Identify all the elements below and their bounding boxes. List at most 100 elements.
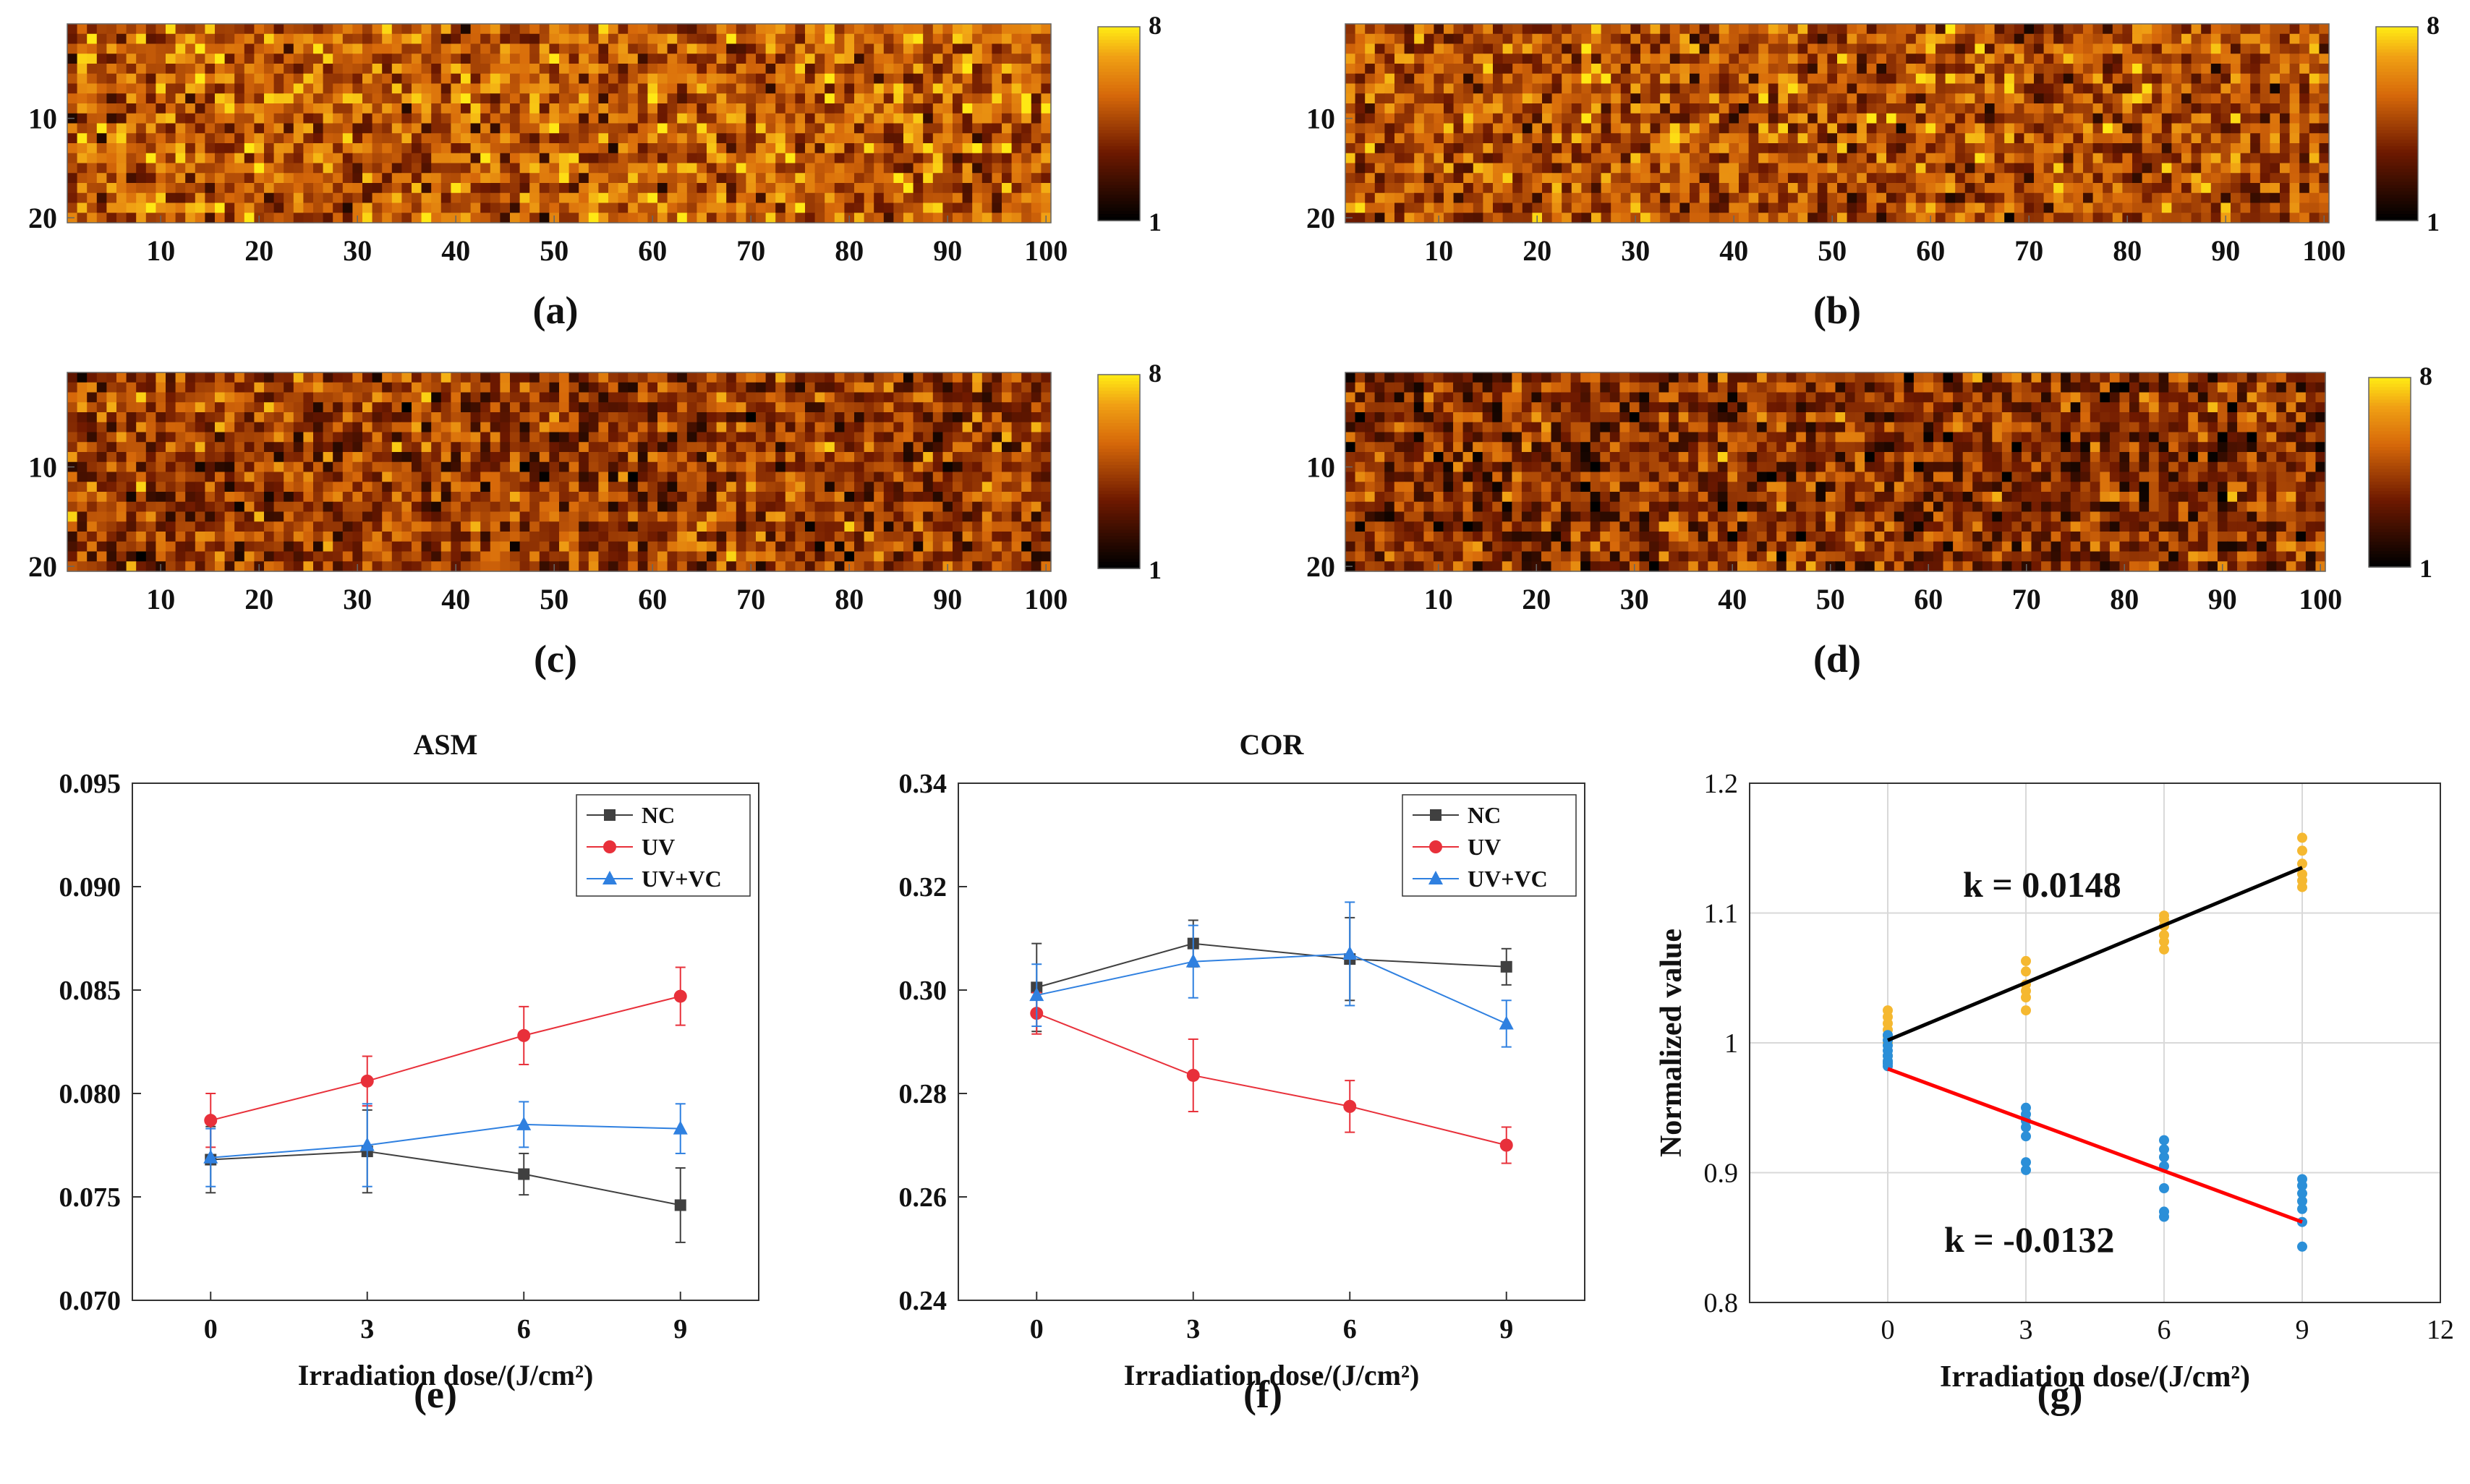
- heatmap-cell: [2004, 202, 2015, 213]
- heatmap-cell: [362, 412, 373, 423]
- heatmap-cell: [1502, 83, 1513, 94]
- heatmap-cell: [834, 422, 845, 433]
- heatmap-cell: [284, 24, 294, 35]
- heatmap-cell: [106, 163, 117, 174]
- heatmap-cell: [539, 54, 550, 64]
- heatmap-cell: [1739, 54, 1750, 64]
- heatmap-cell: [175, 202, 186, 213]
- colorbar-step: [1098, 91, 1140, 95]
- heatmap-cell: [1581, 64, 1592, 74]
- heatmap-cell: [470, 173, 481, 184]
- heatmap-cell: [942, 113, 953, 124]
- heatmap-cell: [1788, 43, 1799, 54]
- heatmap-cell: [1876, 73, 1887, 85]
- heatmap-cell: [1630, 153, 1641, 164]
- heatmap-cell: [981, 123, 992, 134]
- x-tick-label: 60: [638, 234, 667, 267]
- heatmap-cell: [1847, 83, 1857, 94]
- heatmap-cell: [273, 83, 284, 94]
- heatmap-cell: [1975, 24, 1985, 35]
- heatmap-cell: [215, 33, 226, 45]
- heatmap-cell: [303, 173, 314, 184]
- heatmap-cell: [736, 202, 746, 213]
- heatmap-cell: [342, 113, 353, 124]
- heatmap-cell: [1817, 83, 1828, 94]
- heatmap-cell: [864, 143, 874, 154]
- heatmap-cell: [667, 133, 678, 144]
- heatmap-cell: [953, 432, 963, 443]
- heatmap-cell: [116, 43, 127, 54]
- heatmap-cell: [716, 173, 727, 184]
- heatmap-cell: [470, 33, 481, 45]
- heatmap-cell: [697, 402, 707, 413]
- heatmap-cell: [972, 372, 983, 383]
- heatmap-cell: [2201, 73, 2212, 85]
- colorbar-step: [2376, 94, 2418, 99]
- heatmap-cell: [667, 163, 678, 174]
- heatmap-cell: [637, 392, 648, 403]
- heatmap-cell: [568, 33, 579, 45]
- heatmap-cell: [333, 422, 344, 433]
- heatmap-cell: [1955, 153, 1966, 164]
- heatmap-cell: [1021, 153, 1032, 164]
- heatmap-cell: [1955, 173, 1966, 184]
- heatmap-cell: [254, 402, 265, 413]
- heatmap-cell: [746, 54, 757, 64]
- heatmap-cell: [2152, 163, 2163, 174]
- heatmap-cell: [500, 392, 511, 403]
- heatmap-cell: [1365, 73, 1376, 85]
- heatmap-cell: [1463, 153, 1474, 164]
- heatmap-cell: [736, 213, 746, 223]
- heatmap-cell: [883, 93, 894, 104]
- heatmap-cell: [677, 382, 688, 393]
- heatmap-cell: [293, 163, 304, 174]
- heatmap-cell: [2280, 192, 2291, 204]
- heatmap-cell: [166, 113, 176, 124]
- heatmap-cell: [883, 153, 894, 164]
- heatmap-cell: [1857, 33, 1868, 45]
- heatmap-cell: [1915, 103, 1926, 114]
- heatmap-cell: [333, 93, 344, 104]
- heatmap-cell: [1384, 93, 1395, 104]
- heatmap-cell: [756, 24, 767, 35]
- heatmap-cell: [215, 202, 226, 213]
- heatmap-cell: [126, 54, 137, 64]
- heatmap-cell: [864, 54, 874, 64]
- heatmap-cell: [657, 372, 668, 383]
- heatmap-cell: [224, 163, 235, 174]
- heatmap-cell: [77, 163, 88, 174]
- heatmap-cell: [707, 192, 717, 204]
- heatmap-cell: [874, 93, 885, 104]
- heatmap-cell: [814, 412, 825, 423]
- heatmap-cell: [2161, 33, 2172, 45]
- heatmap-cell: [2053, 83, 2064, 94]
- heatmap-cell: [2053, 202, 2064, 213]
- heatmap-cell: [1620, 192, 1631, 204]
- heatmap-cell: [864, 402, 874, 413]
- heatmap-cell: [412, 64, 422, 74]
- heatmap-cell: [1620, 54, 1631, 64]
- heatmap-cell: [785, 153, 796, 164]
- heatmap-cell: [981, 402, 992, 413]
- heatmap-cell: [1768, 213, 1779, 223]
- heatmap-cell: [106, 422, 117, 433]
- heatmap-cell: [854, 432, 865, 443]
- heatmap-cell: [401, 432, 412, 443]
- heatmap-cell: [2299, 64, 2310, 74]
- heatmap-cell: [293, 133, 304, 144]
- heatmap-cell: [195, 133, 205, 144]
- heatmap-cell: [510, 143, 521, 154]
- heatmap-cell: [1444, 43, 1455, 54]
- heatmap-cell: [461, 202, 472, 213]
- heatmap-cell: [323, 202, 333, 213]
- heatmap-cell: [903, 123, 914, 134]
- heatmap-cell: [313, 93, 324, 104]
- heatmap-cell: [539, 173, 550, 184]
- heatmap-cell: [136, 133, 147, 144]
- heatmap-cell: [1355, 192, 1366, 204]
- heatmap-cell: [2043, 153, 2054, 164]
- heatmap-cell: [284, 173, 294, 184]
- heatmap-cell: [116, 432, 127, 443]
- heatmap-cell: [893, 73, 904, 85]
- heatmap-cell: [254, 192, 265, 204]
